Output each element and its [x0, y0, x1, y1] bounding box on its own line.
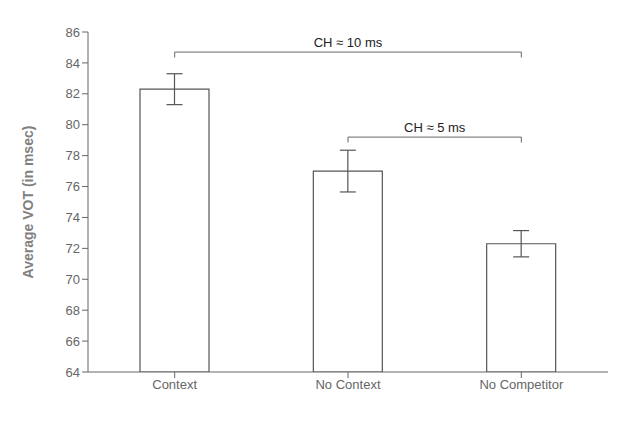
- svg-text:82: 82: [66, 86, 80, 101]
- svg-text:No Competitor: No Competitor: [479, 377, 563, 392]
- svg-text:70: 70: [66, 272, 80, 287]
- svg-text:72: 72: [66, 241, 80, 256]
- svg-text:Context: Context: [152, 377, 197, 392]
- svg-text:No Context: No Context: [315, 377, 380, 392]
- svg-text:64: 64: [66, 365, 80, 380]
- svg-text:68: 68: [66, 303, 80, 318]
- svg-text:CH ≈ 5 ms: CH ≈ 5 ms: [404, 120, 466, 135]
- svg-text:Average VOT (in msec): Average VOT (in msec): [20, 126, 36, 279]
- svg-text:66: 66: [66, 334, 80, 349]
- svg-text:84: 84: [66, 56, 80, 71]
- svg-text:78: 78: [66, 148, 80, 163]
- svg-text:86: 86: [66, 25, 80, 40]
- svg-text:80: 80: [66, 117, 80, 132]
- svg-text:CH ≈ 10 ms: CH ≈ 10 ms: [314, 35, 383, 50]
- svg-text:74: 74: [66, 210, 80, 225]
- svg-text:76: 76: [66, 179, 80, 194]
